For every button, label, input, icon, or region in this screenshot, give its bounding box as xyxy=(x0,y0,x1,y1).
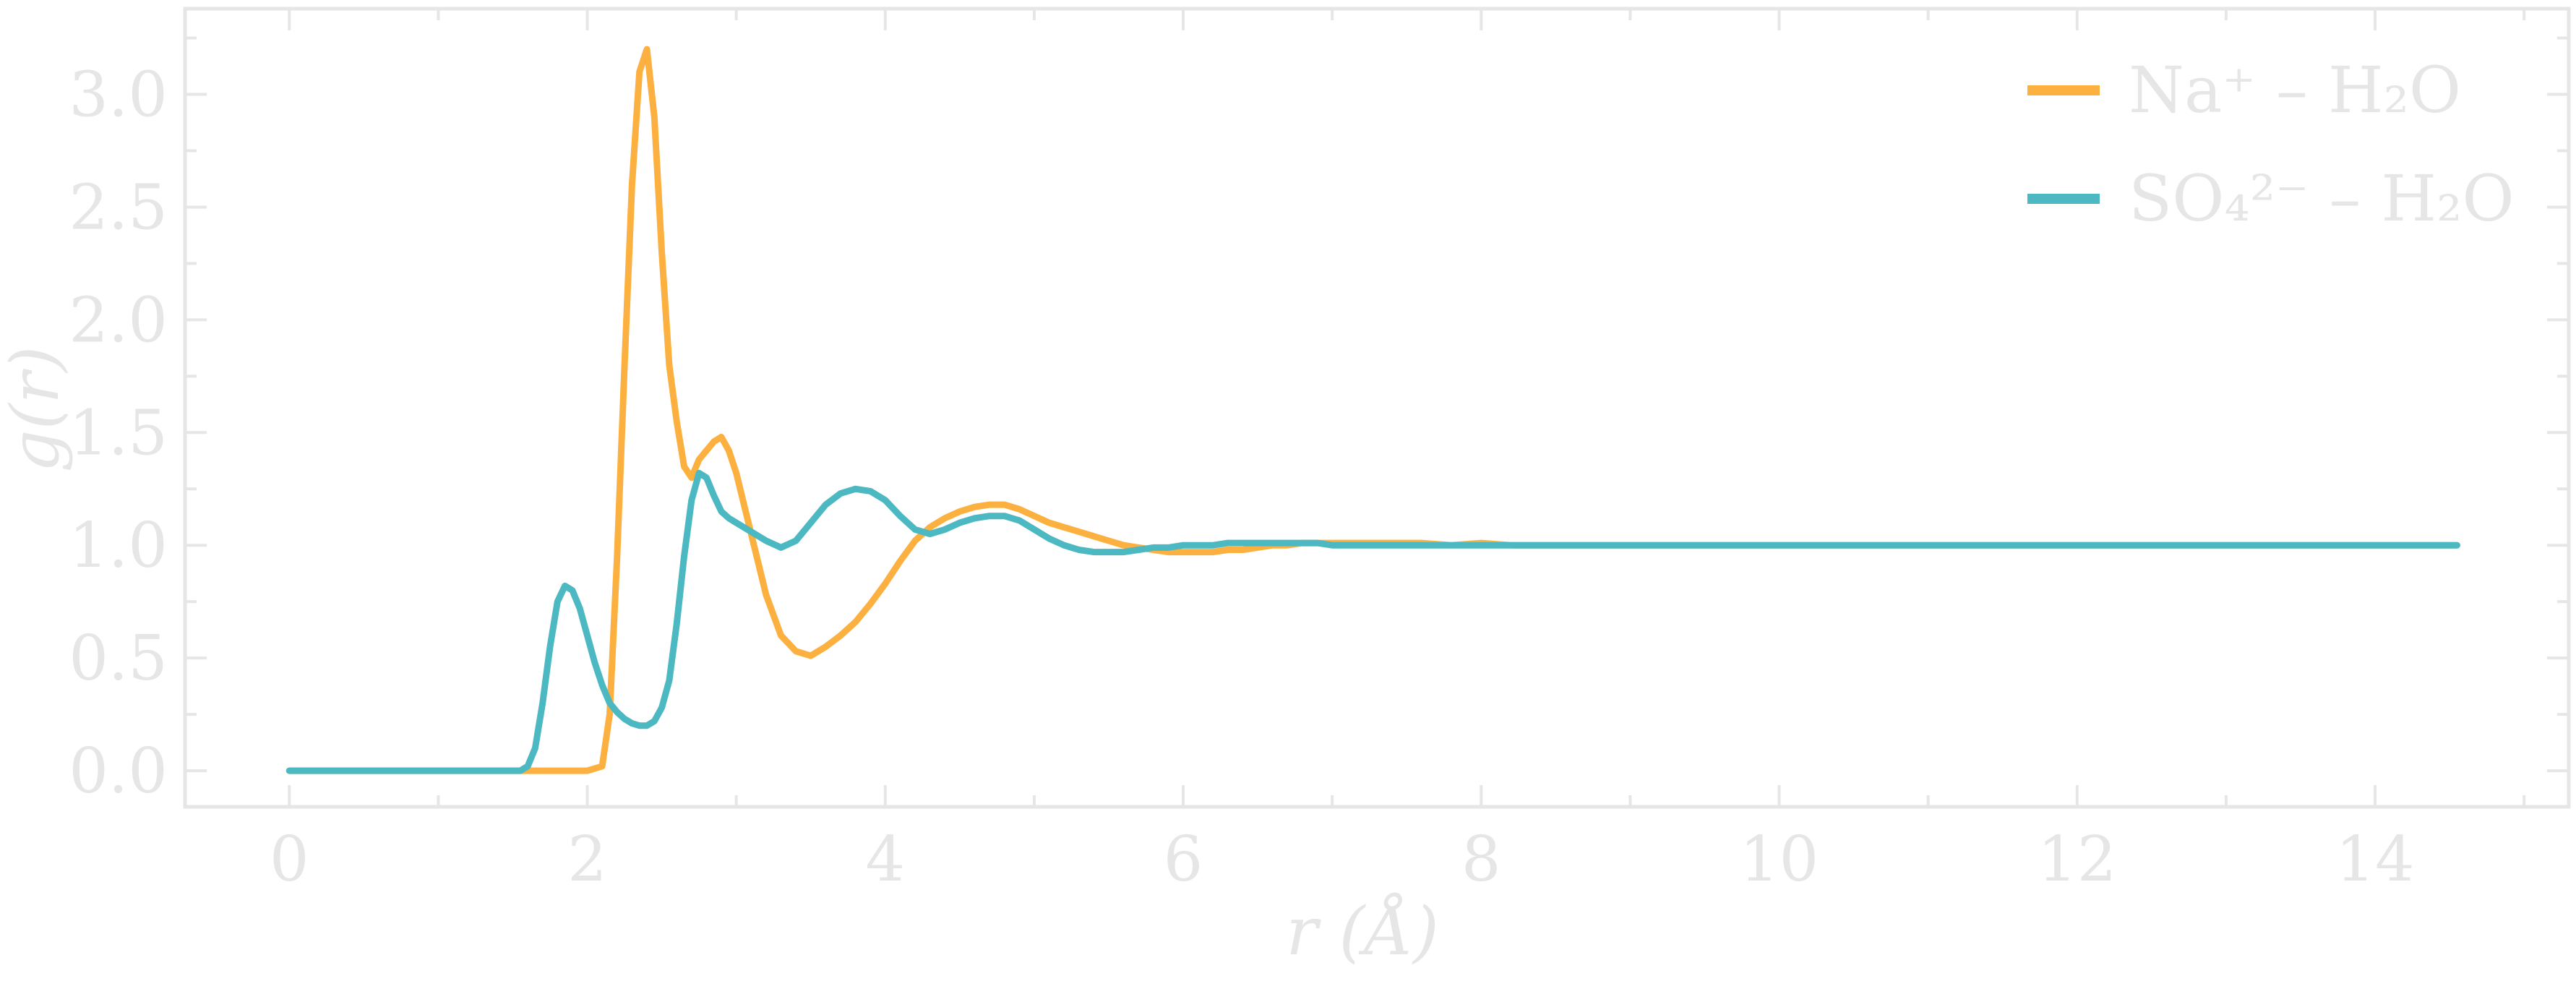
y-axis-label: g(r) xyxy=(0,346,74,473)
series-line-1 xyxy=(285,469,2460,774)
series-layer xyxy=(285,46,2460,774)
y-tick-label: 0.5 xyxy=(69,622,168,695)
y-tick-label: 2.0 xyxy=(69,284,168,356)
legend-label-so4: SO₄²⁻ – H₂O xyxy=(2129,161,2515,236)
y-ticks: 0.0 0.5 1.0 1.5 2.0 2.5 3.0 xyxy=(69,36,2569,808)
x-tick-label: 8 xyxy=(1461,823,1501,896)
legend: Na⁺ – H₂O SO₄²⁻ – H₂O xyxy=(2027,53,2515,236)
y-tick-label: 0.0 xyxy=(69,735,168,808)
x-ticks: 0 2 4 6 8 10 12 14 xyxy=(270,9,2526,896)
y-tick-label: 1.5 xyxy=(69,397,168,469)
plot-frame xyxy=(183,7,2571,809)
x-tick-label: 10 xyxy=(1740,823,1819,896)
y-tick-label: 2.5 xyxy=(69,171,168,244)
x-tick-label: 2 xyxy=(567,823,607,896)
legend-label-na: Na⁺ – H₂O xyxy=(2129,53,2461,127)
series-line-0 xyxy=(285,46,2460,774)
x-tick-label: 0 xyxy=(270,823,309,896)
x-tick-label: 6 xyxy=(1164,823,1203,896)
y-tick-label: 3.0 xyxy=(69,59,168,132)
y-tick-label: 1.0 xyxy=(69,510,168,582)
x-tick-label: 12 xyxy=(2038,823,2116,896)
x-tick-label: 14 xyxy=(2335,823,2414,896)
x-axis-label: r (Å) xyxy=(1286,892,1438,970)
x-tick-label: 4 xyxy=(865,823,905,896)
